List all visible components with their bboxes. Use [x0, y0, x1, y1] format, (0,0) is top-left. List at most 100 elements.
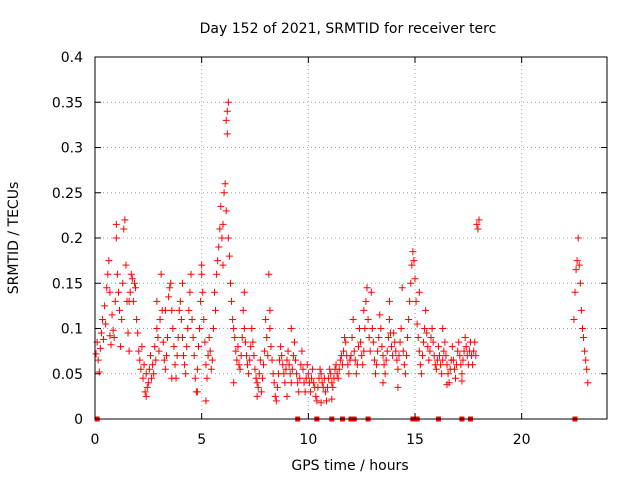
data-point	[401, 370, 409, 378]
data-point	[336, 356, 344, 364]
data-point	[425, 356, 433, 364]
data-point	[428, 325, 436, 332]
data-point	[214, 257, 222, 265]
data-point	[332, 361, 340, 369]
data-point	[240, 325, 248, 332]
data-point	[242, 352, 250, 360]
data-point	[142, 370, 150, 378]
data-point	[417, 370, 425, 378]
data-point	[197, 297, 205, 305]
data-point	[231, 334, 239, 342]
data-point	[456, 352, 464, 360]
data-point	[344, 361, 352, 369]
data-point	[110, 334, 118, 342]
data-point	[146, 352, 154, 360]
data-point	[399, 347, 407, 355]
data-point	[572, 266, 580, 274]
data-point	[230, 379, 238, 387]
data-point	[357, 338, 365, 346]
data-point	[92, 350, 100, 358]
data-point	[440, 347, 448, 355]
data-point	[415, 347, 423, 355]
data-point	[233, 356, 241, 364]
data-point	[312, 392, 320, 400]
data-point	[405, 315, 413, 323]
data-point	[316, 365, 324, 373]
data-point	[416, 361, 424, 369]
data-point	[185, 306, 193, 314]
data-point	[253, 379, 261, 387]
data-point	[140, 361, 148, 369]
data-point	[202, 361, 210, 369]
data-point	[375, 334, 383, 342]
data-point	[257, 388, 265, 396]
data-point	[153, 297, 161, 305]
data-point	[282, 365, 290, 373]
data-point	[240, 288, 248, 296]
data-point	[106, 288, 114, 296]
data-point	[381, 370, 389, 378]
data-point	[470, 347, 478, 355]
data-point	[283, 356, 291, 364]
data-point	[239, 306, 247, 314]
data-point	[472, 352, 480, 360]
data-point	[171, 361, 179, 369]
data-point	[184, 325, 192, 332]
data-point	[379, 379, 387, 387]
data-point	[418, 352, 426, 360]
data-point	[426, 347, 434, 355]
data-point	[107, 341, 115, 349]
data-point	[461, 334, 469, 342]
data-point	[202, 397, 210, 405]
data-point	[392, 347, 400, 355]
data-point	[273, 383, 281, 391]
y-tick-label: 0.25	[52, 186, 83, 202]
data-point	[580, 334, 588, 342]
data-point	[207, 365, 215, 373]
data-point	[143, 383, 151, 391]
data-point	[422, 306, 430, 314]
data-point	[264, 352, 272, 360]
data-point	[570, 315, 578, 323]
data-point	[133, 315, 141, 323]
data-point	[228, 297, 236, 305]
data-point	[225, 252, 233, 260]
data-point	[317, 370, 325, 378]
data-point	[258, 374, 266, 382]
y-tick-label: 0.35	[52, 95, 83, 111]
data-point	[454, 347, 462, 355]
data-point	[198, 261, 206, 269]
data-point	[349, 315, 357, 323]
data-point	[347, 352, 355, 360]
data-point	[427, 334, 435, 342]
data-point	[215, 243, 223, 251]
data-point	[108, 311, 116, 319]
data-point	[333, 370, 341, 378]
data-point	[178, 279, 186, 287]
data-point	[583, 365, 591, 373]
data-point	[235, 361, 243, 369]
data-point	[182, 370, 190, 378]
x-tick-label: 5	[197, 432, 206, 448]
data-point	[354, 343, 362, 351]
data-point	[313, 397, 321, 405]
data-point	[151, 343, 159, 351]
data-point	[268, 356, 276, 364]
data-point	[261, 347, 269, 355]
data-point	[241, 338, 249, 346]
data-point	[574, 234, 582, 242]
data-point	[266, 306, 274, 314]
data-point	[142, 392, 150, 400]
data-point	[413, 320, 421, 328]
data-point	[474, 225, 482, 233]
data-point	[230, 325, 238, 332]
data-point	[126, 288, 134, 296]
data-point	[329, 383, 337, 391]
data-point	[350, 347, 358, 355]
data-point	[152, 356, 160, 364]
x-axis-label: GPS time / hours	[291, 458, 408, 474]
data-point	[111, 297, 119, 305]
data-point	[196, 325, 204, 332]
data-point	[190, 352, 198, 360]
x-tick-label: 10	[299, 432, 317, 448]
